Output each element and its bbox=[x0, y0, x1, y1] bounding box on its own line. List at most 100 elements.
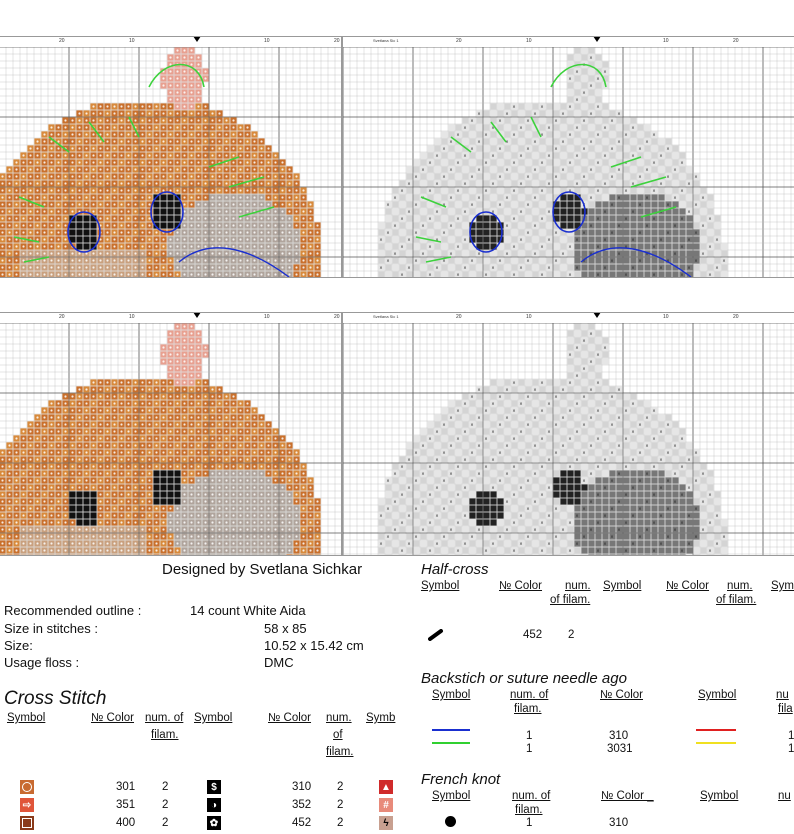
svg-text:×: × bbox=[695, 175, 698, 181]
svg-text:×: × bbox=[576, 266, 579, 272]
svg-text:×: × bbox=[443, 259, 446, 265]
lightning-symbol-icon: ϟ bbox=[379, 816, 393, 830]
svg-text:×: × bbox=[653, 245, 656, 251]
arrow-symbol-icon: ⇨ bbox=[20, 798, 34, 812]
svg-text:×: × bbox=[520, 182, 523, 188]
svg-text:×: × bbox=[646, 224, 649, 230]
fk-row-num: 1 bbox=[526, 817, 533, 829]
cs-header-of-2: of bbox=[333, 729, 343, 741]
svg-text:×: × bbox=[527, 203, 530, 209]
svg-text:×: × bbox=[555, 147, 558, 153]
bs-row1-color: 310 bbox=[609, 730, 629, 742]
svg-text:×: × bbox=[618, 224, 621, 230]
svg-text:×: × bbox=[583, 147, 586, 153]
svg-text:×: × bbox=[408, 210, 411, 216]
backstitch-title: Backstich or suture needle ago bbox=[421, 670, 627, 687]
cs-header-symbol: Symbol bbox=[7, 712, 46, 724]
svg-text:×: × bbox=[632, 210, 635, 216]
floss-label: Usage floss : bbox=[4, 655, 80, 670]
fk-header-num: num. of bbox=[512, 790, 551, 802]
backstitch-line-blue bbox=[432, 729, 470, 731]
svg-text:×: × bbox=[513, 273, 516, 278]
svg-text:×: × bbox=[569, 217, 572, 223]
svg-text:×: × bbox=[702, 224, 705, 230]
svg-text:×: × bbox=[499, 231, 502, 237]
svg-text:×: × bbox=[667, 175, 670, 181]
svg-text:×: × bbox=[562, 224, 565, 230]
bs-row2-num: 1 bbox=[526, 743, 533, 755]
svg-text:×: × bbox=[520, 266, 523, 272]
bs-header-num-2: nu bbox=[776, 689, 789, 701]
svg-text:×: × bbox=[597, 105, 600, 111]
svg-text:×: × bbox=[632, 182, 635, 188]
svg-text:×: × bbox=[709, 217, 712, 223]
french-knot-dot-icon bbox=[445, 816, 456, 827]
chart-panel-color: 20 10 10 20 bbox=[0, 312, 342, 556]
svg-text:×: × bbox=[513, 133, 516, 139]
svg-text:×: × bbox=[576, 210, 579, 216]
svg-text:×: × bbox=[583, 231, 586, 237]
svg-text:×: × bbox=[555, 259, 558, 265]
svg-text:×: × bbox=[485, 189, 488, 195]
svg-text:×: × bbox=[604, 126, 607, 132]
svg-text:×: × bbox=[555, 231, 558, 237]
svg-text:×: × bbox=[380, 238, 383, 244]
svg-text:×: × bbox=[674, 196, 677, 202]
bs-row1-num-2: 1 bbox=[788, 730, 794, 742]
svg-text:×: × bbox=[576, 238, 579, 244]
svg-text:×: × bbox=[562, 168, 565, 174]
svg-text:×: × bbox=[576, 154, 579, 160]
svg-text:×: × bbox=[716, 266, 719, 272]
ruler: 20 10 10 20 bbox=[59, 38, 340, 44]
svg-text:×: × bbox=[667, 231, 670, 237]
svg-text:×: × bbox=[653, 217, 656, 223]
svg-text:×: × bbox=[415, 203, 418, 209]
svg-text:×: × bbox=[513, 105, 516, 111]
bs-header-num: num. of bbox=[510, 689, 549, 701]
svg-text:×: × bbox=[478, 168, 481, 174]
svg-text:×: × bbox=[590, 56, 593, 62]
svg-text:×: × bbox=[450, 196, 453, 202]
svg-text:×: × bbox=[702, 196, 705, 202]
panel-label: Svetlana Sic 1 bbox=[373, 38, 399, 43]
ruler: 20 10 10 20 bbox=[456, 314, 739, 320]
svg-text:×: × bbox=[646, 196, 649, 202]
svg-text:×: × bbox=[499, 259, 502, 265]
half-stitch-icon bbox=[428, 629, 443, 641]
svg-text:×: × bbox=[583, 259, 586, 265]
svg-text:×: × bbox=[415, 259, 418, 265]
svg-text:×: × bbox=[485, 273, 488, 278]
cs-header-num: num. of bbox=[145, 712, 184, 724]
svg-text:×: × bbox=[562, 196, 565, 202]
svg-text:×: × bbox=[660, 154, 663, 160]
svg-text:×: × bbox=[471, 231, 474, 237]
svg-text:×: × bbox=[604, 210, 607, 216]
svg-text:×: × bbox=[639, 259, 642, 265]
svg-text:×: × bbox=[541, 161, 544, 167]
bs-row2-num-2: 1 bbox=[788, 743, 794, 755]
svg-text:×: × bbox=[653, 273, 656, 278]
svg-text:×: × bbox=[688, 238, 691, 244]
svg-text:×: × bbox=[380, 266, 383, 272]
svg-text:×: × bbox=[401, 189, 404, 195]
svg-text:×: × bbox=[604, 266, 607, 272]
cs-header-num-2: num. bbox=[326, 712, 352, 724]
svg-text:×: × bbox=[674, 252, 677, 258]
svg-text:×: × bbox=[555, 119, 558, 125]
svg-text:×: × bbox=[709, 273, 712, 278]
svg-text:×: × bbox=[429, 217, 432, 223]
svg-text:×: × bbox=[450, 252, 453, 258]
svg-text:×: × bbox=[590, 196, 593, 202]
hc-row-color: 452 bbox=[523, 629, 543, 641]
size-label: Size: bbox=[4, 638, 33, 653]
svg-text:×: × bbox=[646, 168, 649, 174]
svg-text:×: × bbox=[387, 259, 390, 265]
svg-text:×: × bbox=[597, 133, 600, 139]
backstitch-line-green bbox=[432, 742, 470, 744]
backstitch-line-yellow bbox=[696, 742, 736, 744]
cs-header-filam: filam. bbox=[151, 729, 179, 741]
cs-row2-color: 351 bbox=[116, 799, 136, 811]
svg-text:×: × bbox=[506, 140, 509, 146]
cs-header-color-2: № Color bbox=[268, 712, 312, 724]
svg-text:×: × bbox=[632, 154, 635, 160]
